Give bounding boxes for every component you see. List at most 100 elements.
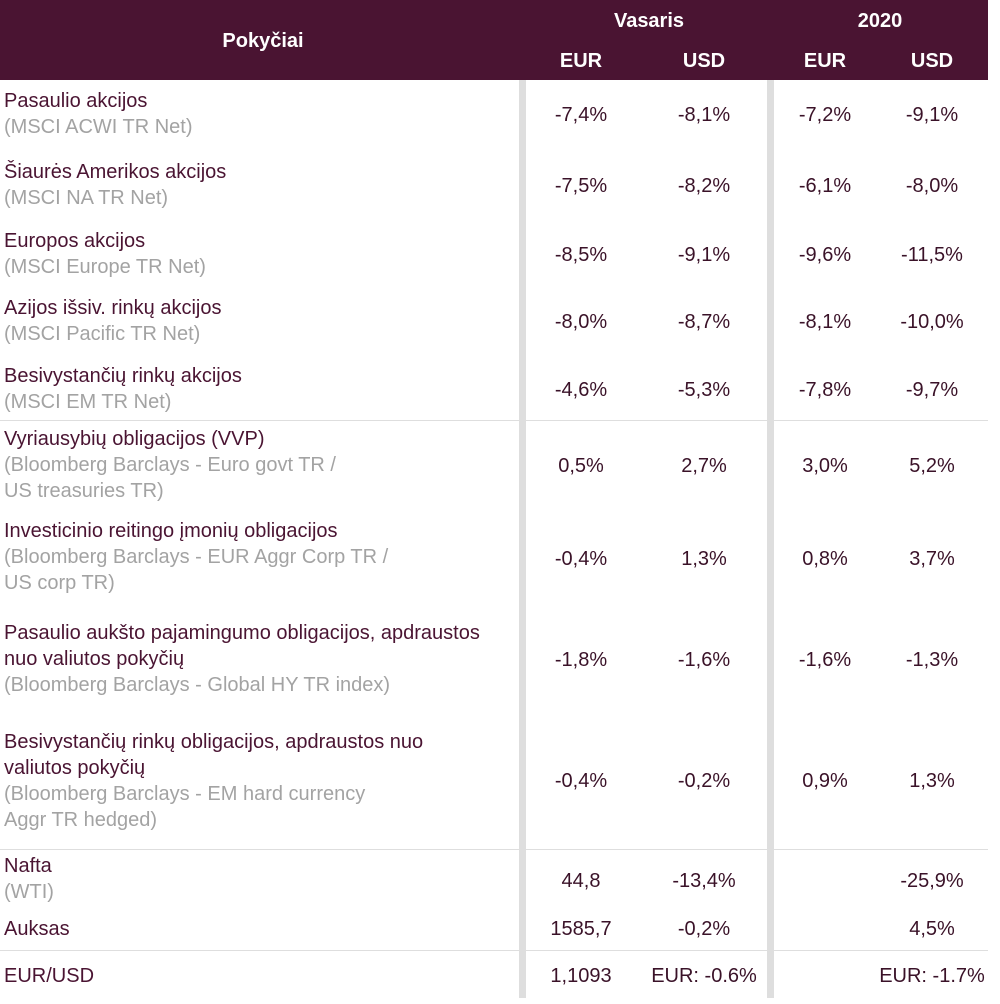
- value-eur-2020: -9,6%: [798, 244, 852, 266]
- asset-name: Šiaurės Amerikos akcijos: [4, 161, 227, 183]
- asset-name: Vyriausybių obligacijos (VVP): [4, 428, 265, 450]
- value-usd-vasaris: -13,4%: [672, 870, 736, 892]
- asset-name: Nafta: [4, 855, 52, 877]
- value-usd-2020: -25,9%: [900, 870, 964, 892]
- value-eur-2020: -8,1%: [798, 311, 852, 333]
- value-eur-vasaris: -4,6%: [554, 379, 608, 401]
- index-name: (Bloomberg Barclays - Global HY TR index…: [4, 674, 391, 696]
- value-usd-vasaris: -0,2%: [677, 918, 731, 940]
- row-label: Europos akcijos (MSCI Europe TR Net): [4, 228, 516, 280]
- row-label: Nafta (WTI): [4, 853, 516, 905]
- asset-name: Investicinio reitingo įmonių obligacijos: [4, 520, 338, 542]
- value-eur-2020: 0,8%: [802, 548, 848, 570]
- row-label: Vyriausybių obligacijos (VVP) (Bloomberg…: [4, 426, 516, 504]
- table-row: Auksas 1585,7 -0,2% 4,5%: [0, 916, 988, 946]
- value-usd-vasaris: -5,3%: [677, 379, 731, 401]
- value-usd-2020: -1,3%: [905, 649, 959, 671]
- value-usd-2020: -9,7%: [905, 379, 959, 401]
- table-row: Europos akcijos (MSCI Europe TR Net) -8,…: [0, 228, 988, 288]
- row-label: Investicinio reitingo įmonių obligacijos…: [4, 518, 516, 596]
- table-row: Besivystančių rinkų obligacijos, apdraus…: [0, 729, 988, 847]
- value-eur-vasaris: 1585,7: [550, 918, 612, 940]
- header-eur-vasaris: EUR: [559, 50, 603, 72]
- index-name: (Bloomberg Barclays - Euro govt TR /: [4, 454, 336, 476]
- value-eur-vasaris: -0,4%: [554, 770, 608, 792]
- asset-name: Europos akcijos: [4, 230, 146, 252]
- column-separator: [519, 80, 526, 998]
- asset-name: Auksas: [4, 918, 70, 940]
- table-row: EUR/USD 1,1093 EUR: -0.6% EUR: -1.7%: [0, 950, 988, 999]
- table-row: Investicinio reitingo įmonių obligacijos…: [0, 518, 988, 608]
- header-usd-vasaris: USD: [682, 50, 726, 72]
- index-name: (Bloomberg Barclays - EM hard currency: [4, 783, 366, 805]
- value-usd-2020: EUR: -1.7%: [879, 965, 985, 987]
- table-row: Pasaulio akcijos (MSCI ACWI TR Net) -7,4…: [0, 88, 988, 148]
- value-usd-vasaris: -1,6%: [677, 649, 731, 671]
- row-label: EUR/USD: [4, 963, 516, 989]
- value-eur-vasaris: 0,5%: [558, 455, 604, 477]
- value-usd-vasaris: -9,1%: [677, 244, 731, 266]
- index-name-cont: US treasuries TR): [4, 480, 164, 502]
- row-label: Pasaulio aukšto pajamingumo obligacijos,…: [4, 620, 516, 698]
- column-separator: [767, 80, 774, 998]
- index-name: (MSCI ACWI TR Net): [4, 116, 193, 138]
- table-row: Nafta (WTI) 44,8 -13,4% -25,9%: [0, 849, 988, 910]
- index-name: (Bloomberg Barclays - EUR Aggr Corp TR /: [4, 546, 389, 568]
- table-row: Azijos išsiv. rinkų akcijos (MSCI Pacifi…: [0, 295, 988, 355]
- value-eur-vasaris: 1,1093: [550, 965, 612, 987]
- asset-name: Azijos išsiv. rinkų akcijos: [4, 297, 222, 319]
- value-eur-vasaris: -7,5%: [554, 175, 608, 197]
- index-name: (WTI): [4, 881, 54, 903]
- value-usd-vasaris: -8,2%: [677, 175, 731, 197]
- header-2020: 2020: [857, 10, 903, 32]
- value-eur-2020: 3,0%: [802, 455, 848, 477]
- index-name: (MSCI Europe TR Net): [4, 256, 206, 278]
- header-usd-2020: USD: [910, 50, 954, 72]
- value-eur-vasaris: -8,0%: [554, 311, 608, 333]
- index-name: (MSCI EM TR Net): [4, 391, 172, 413]
- index-name-cont: US corp TR): [4, 572, 115, 594]
- asset-name: Besivystančių rinkų akcijos: [4, 365, 242, 387]
- value-eur-vasaris: 44,8: [561, 870, 601, 892]
- value-eur-vasaris: -8,5%: [554, 244, 608, 266]
- value-usd-vasaris: 1,3%: [681, 548, 727, 570]
- asset-name: Pasaulio akcijos: [4, 90, 148, 112]
- value-eur-vasaris: -0,4%: [554, 548, 608, 570]
- table-row: Pasaulio aukšto pajamingumo obligacijos,…: [0, 620, 988, 710]
- value-usd-vasaris: -8,7%: [677, 311, 731, 333]
- row-label: Šiaurės Amerikos akcijos (MSCI NA TR Net…: [4, 159, 516, 211]
- value-eur-2020: -7,8%: [798, 379, 852, 401]
- index-name: (MSCI NA TR Net): [4, 187, 169, 209]
- asset-name-cont: valiutos pokyčių: [4, 757, 146, 779]
- value-usd-2020: 3,7%: [909, 548, 955, 570]
- table-header: Pokyčiai Vasaris 2020 EUR USD EUR USD: [0, 0, 988, 80]
- value-usd-2020: 5,2%: [909, 455, 955, 477]
- index-name-cont: Aggr TR hedged): [4, 809, 158, 831]
- asset-name: EUR/USD: [4, 965, 95, 987]
- value-usd-vasaris: -0,2%: [677, 770, 731, 792]
- value-eur-2020: -7,2%: [798, 104, 852, 126]
- value-eur-2020: 0,9%: [802, 770, 848, 792]
- row-label: Pasaulio akcijos (MSCI ACWI TR Net): [4, 88, 516, 140]
- value-eur-2020: -1,6%: [798, 649, 852, 671]
- header-changes: Pokyčiai: [222, 30, 304, 52]
- index-name: (MSCI Pacific TR Net): [4, 323, 201, 345]
- value-eur-2020: -6,1%: [798, 175, 852, 197]
- table-row: Vyriausybių obligacijos (VVP) (Bloomberg…: [0, 420, 988, 511]
- row-label: Azijos išsiv. rinkų akcijos (MSCI Pacifi…: [4, 295, 516, 347]
- value-usd-vasaris: EUR: -0.6%: [651, 965, 757, 987]
- value-usd-2020: -10,0%: [900, 311, 964, 333]
- value-usd-2020: -9,1%: [905, 104, 959, 126]
- value-usd-2020: -11,5%: [901, 244, 963, 266]
- value-eur-vasaris: -7,4%: [554, 104, 608, 126]
- row-label: Besivystančių rinkų akcijos (MSCI EM TR …: [4, 363, 516, 415]
- table-row: Besivystančių rinkų akcijos (MSCI EM TR …: [0, 363, 988, 423]
- value-usd-2020: 1,3%: [909, 770, 955, 792]
- row-label: Auksas: [4, 916, 516, 942]
- value-eur-vasaris: -1,8%: [554, 649, 608, 671]
- value-usd-2020: -8,0%: [905, 175, 959, 197]
- header-vasaris: Vasaris: [613, 10, 685, 32]
- asset-name: Besivystančių rinkų obligacijos, apdraus…: [4, 731, 424, 753]
- value-usd-vasaris: 2,7%: [681, 455, 727, 477]
- header-eur-2020: EUR: [803, 50, 847, 72]
